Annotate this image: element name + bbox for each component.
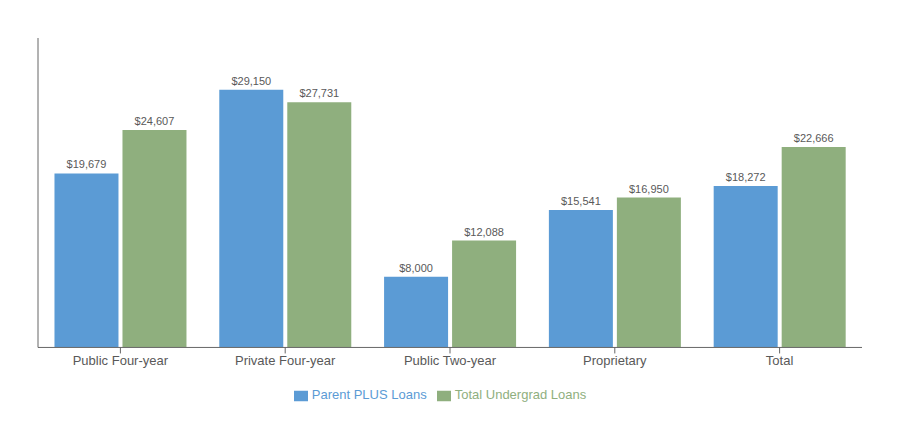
svg-text:$12,088: $12,088 xyxy=(464,226,504,238)
svg-text:Public Two-year: Public Two-year xyxy=(404,353,497,368)
svg-text:Total: Total xyxy=(766,353,794,368)
svg-text:$8,000: $8,000 xyxy=(399,262,433,274)
svg-text:$15,541: $15,541 xyxy=(561,195,601,207)
svg-text:$27,731: $27,731 xyxy=(299,87,339,99)
svg-text:Public Four-year: Public Four-year xyxy=(73,353,169,368)
svg-text:Private Four-year: Private Four-year xyxy=(235,353,336,368)
svg-text:$18,272: $18,272 xyxy=(726,171,766,183)
svg-text:$29,150: $29,150 xyxy=(231,75,271,87)
svg-text:$16,950: $16,950 xyxy=(629,183,669,195)
html-text:Parent PLUS Loans: Parent PLUS Loans xyxy=(311,387,427,403)
html-text:Total Undergrad Loans: Total Undergrad Loans xyxy=(454,387,587,403)
svg-text:Proprietary: Proprietary xyxy=(583,353,647,368)
svg-text:$24,607: $24,607 xyxy=(135,115,175,127)
svg-text:$19,679: $19,679 xyxy=(67,158,107,170)
svg-text:$22,666: $22,666 xyxy=(794,132,834,144)
